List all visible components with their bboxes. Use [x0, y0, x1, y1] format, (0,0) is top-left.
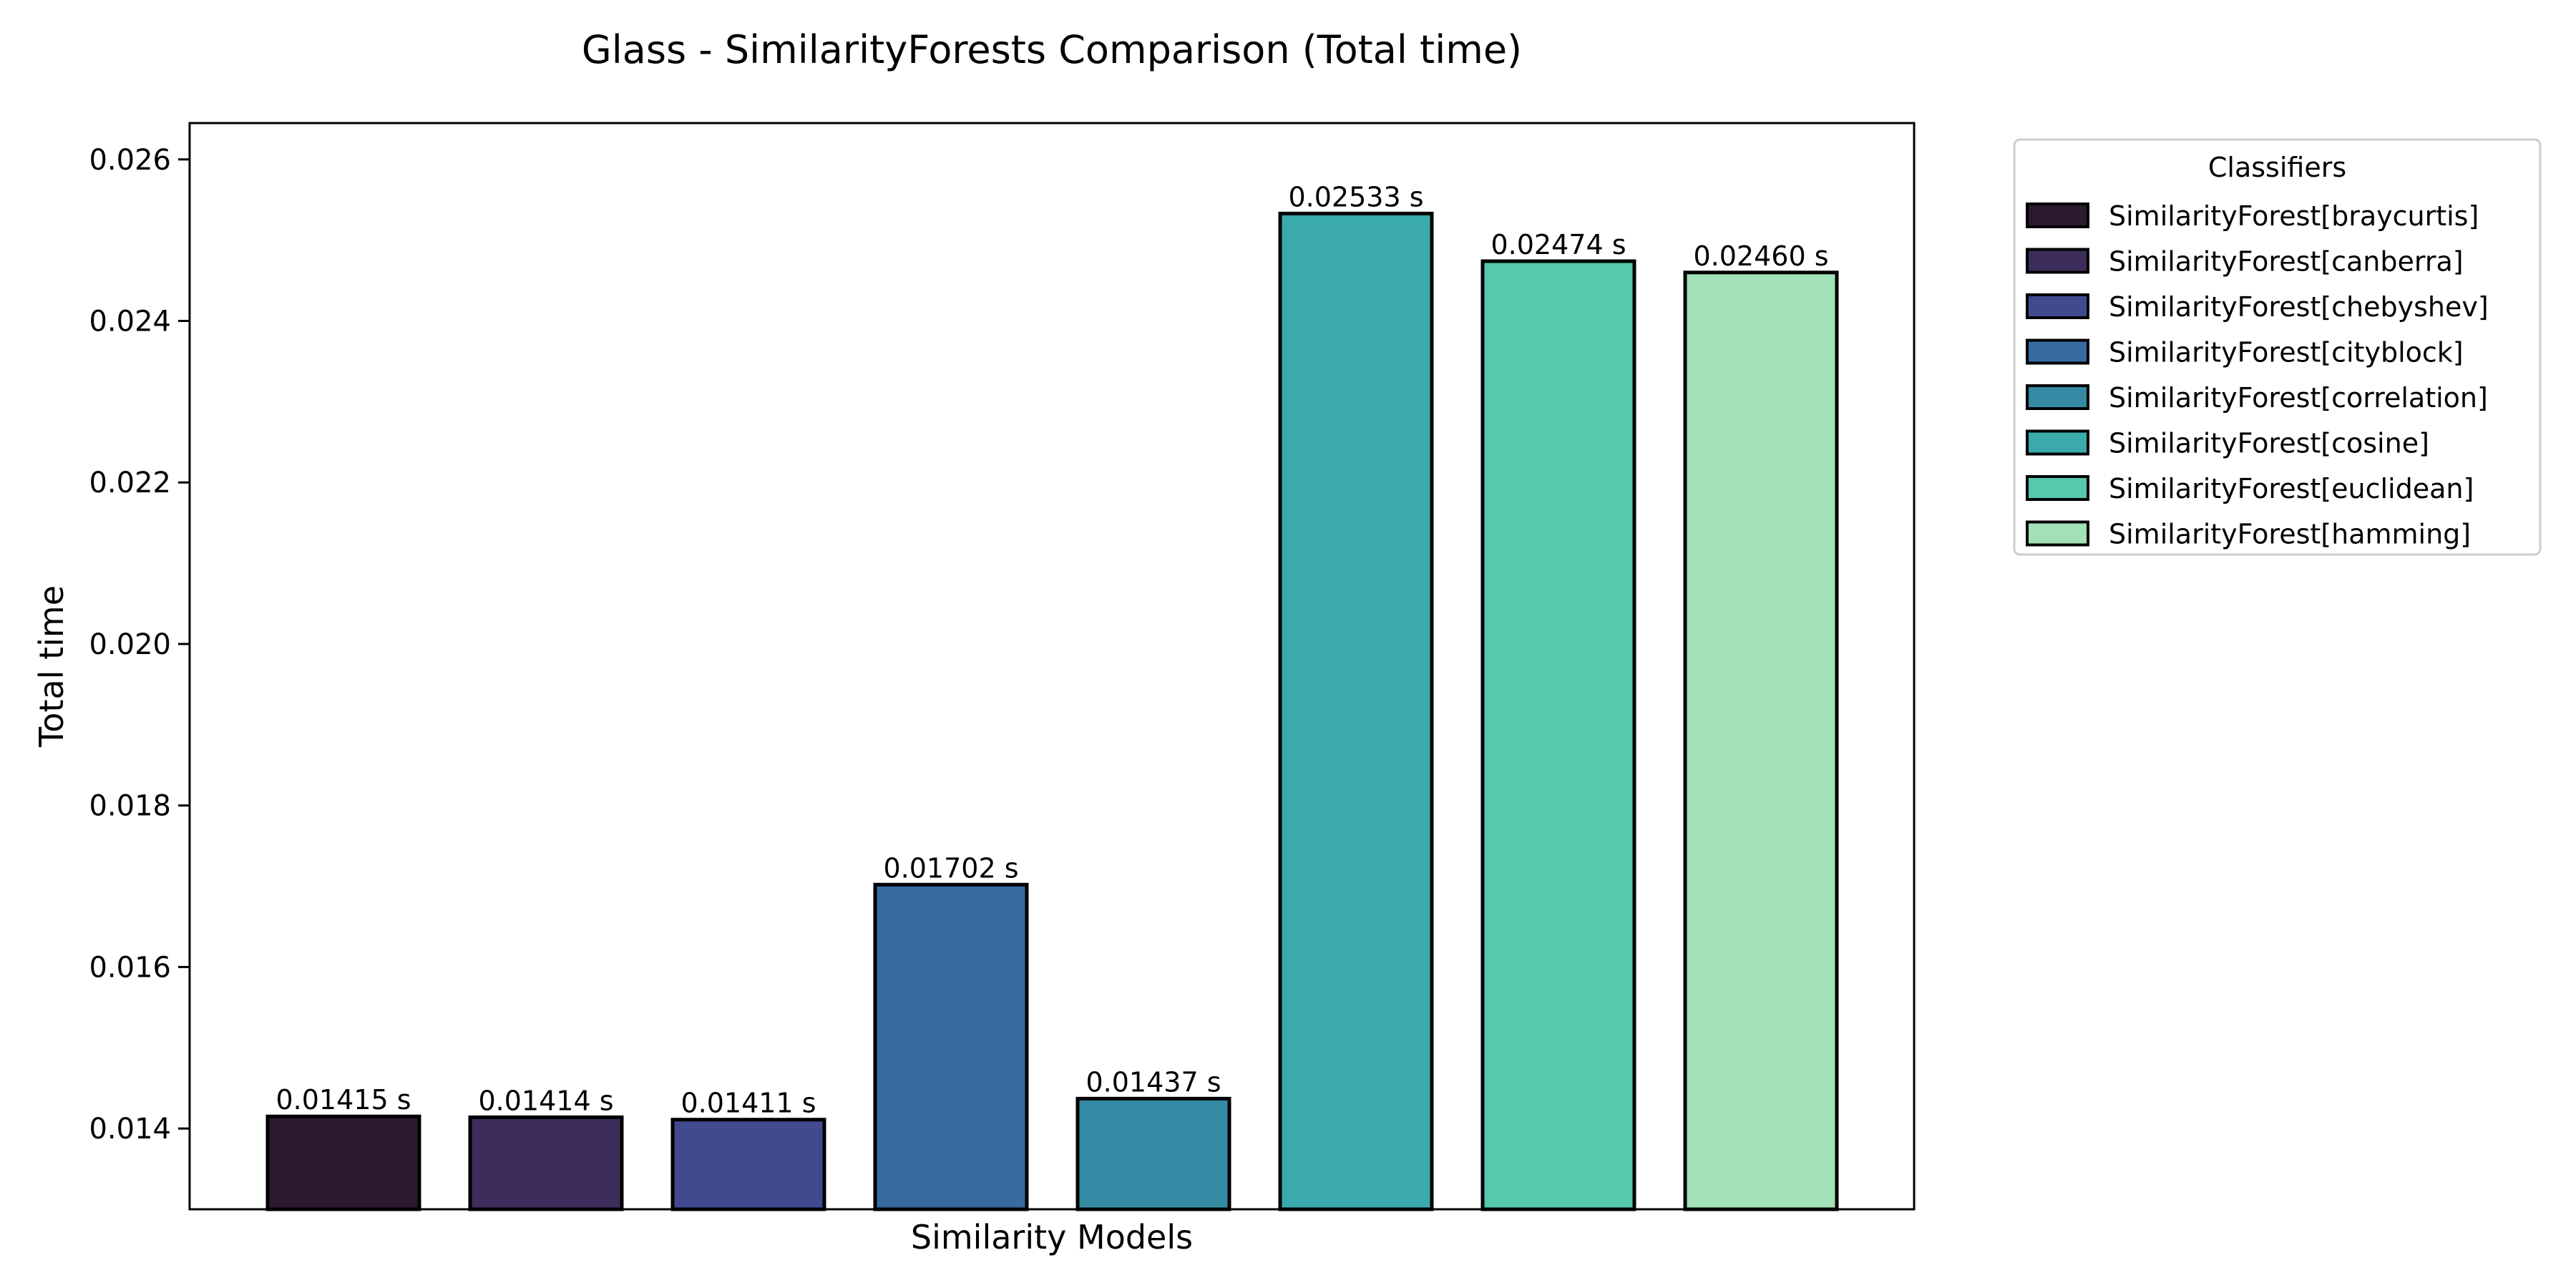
chart-title: Glass - SimilarityForests Comparison (To… — [582, 27, 1522, 72]
legend-title: Classifiers — [2208, 152, 2346, 183]
bar-value-label: 0.01414 s — [478, 1085, 613, 1116]
legend-swatch — [2026, 520, 2089, 547]
legend-swatch — [2026, 293, 2089, 319]
legend: Classifiers SimilarityForest[braycurtis] S… — [2013, 138, 2542, 556]
bar-value-label: 0.02533 s — [1288, 181, 1423, 213]
legend-box — [2013, 138, 2542, 556]
legend-entry-label: SimilarityForest[correlation] — [2109, 382, 2488, 414]
bar-value-label: 0.02474 s — [1491, 229, 1626, 260]
legend-swatch — [2026, 429, 2089, 456]
plot-frame — [188, 122, 1916, 1211]
bar — [1480, 259, 1636, 1211]
bar — [873, 882, 1029, 1211]
legend-entry-label: SimilarityForest[cityblock] — [2109, 337, 2464, 369]
bar — [670, 1118, 826, 1211]
legend-entry-label: SimilarityForest[braycurtis] — [2109, 200, 2479, 232]
bar — [1075, 1096, 1231, 1211]
legend-swatch — [2026, 203, 2089, 228]
legend-entry-label: SimilarityForest[hamming] — [2109, 519, 2471, 550]
y-axis: 0.014 0.016 0.018 0.020 0.022 0.024 0.026 — [89, 144, 190, 1146]
y-tick-label: 0.022 — [89, 467, 171, 499]
bar-value-label: 0.01411 s — [680, 1088, 816, 1119]
bar — [468, 1115, 624, 1211]
bar-value-label: 0.01702 s — [883, 852, 1018, 884]
legend-entry-label: SimilarityForest[chebyshev] — [2109, 291, 2489, 323]
bar-value-label: 0.01437 s — [1085, 1066, 1221, 1098]
y-tick-label: 0.018 — [89, 790, 171, 823]
x-axis-label: Similarity Models — [911, 1218, 1193, 1257]
legend-swatch — [2026, 384, 2089, 410]
legend-swatch — [2026, 248, 2089, 274]
bar — [265, 1114, 421, 1211]
plot-area: 0.01415 s 0.01414 s 0.01411 s 0.01702 s 0.01… — [188, 122, 1916, 1211]
y-axis-label: Total time — [32, 585, 71, 748]
legend-swatch — [2026, 338, 2089, 365]
bar-value-label: 0.02460 s — [1693, 240, 1828, 272]
y-tick-label: 0.024 — [89, 306, 171, 338]
legend-entry-label: SimilarityForest[cosine] — [2109, 428, 2429, 459]
y-tick-label: 0.014 — [89, 1113, 171, 1146]
bar — [1683, 270, 1839, 1211]
legend-swatch — [2026, 475, 2089, 501]
y-tick-label: 0.026 — [89, 144, 171, 177]
legend-entry-label: SimilarityForest[canberra] — [2109, 246, 2464, 278]
y-tick-label: 0.020 — [89, 628, 171, 661]
y-tick-label: 0.016 — [89, 951, 171, 984]
bar-value-label: 0.01415 s — [275, 1084, 411, 1116]
legend-entry-label: SimilarityForest[euclidean] — [2109, 473, 2474, 504]
bar — [1278, 211, 1434, 1211]
